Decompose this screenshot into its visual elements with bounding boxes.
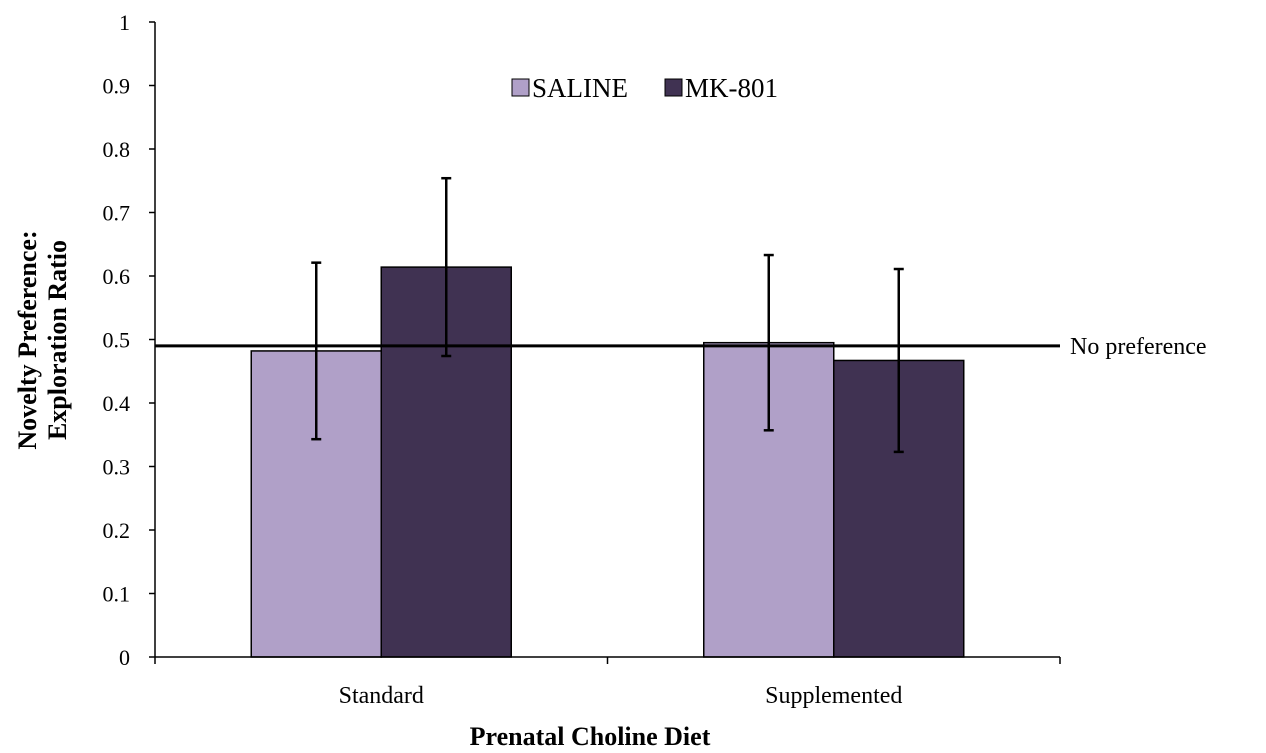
y-axis-title: Novelty Preference: Exploration Ratio (13, 230, 72, 449)
y-axis-title-line-2: Exploration Ratio (43, 240, 72, 440)
y-axis-title-line-1: Novelty Preference: (13, 230, 42, 449)
error-bar-mk-801-standard (441, 176, 452, 358)
y-tick-label: 0.3 (103, 455, 131, 480)
y-tick-label: 0.7 (103, 201, 131, 226)
y-tick-label: 0.5 (103, 328, 131, 353)
reference-line-label: No preference (1070, 334, 1207, 360)
y-tick-label: 0.8 (103, 137, 131, 162)
x-tick-label-standard: Standard (339, 683, 424, 709)
x-tick-label-supplemented: Supplemented (765, 683, 902, 709)
error-bar-saline-supplemented (763, 253, 774, 432)
legend-swatch-saline (511, 78, 530, 97)
y-tick-label: 0.1 (103, 582, 131, 607)
y-tick-label: 0 (119, 645, 130, 670)
legend-swatch-mk-801 (664, 78, 683, 97)
x-axis-title: Prenatal Choline Diet (470, 722, 711, 751)
y-tick-label: 1 (119, 10, 130, 35)
legend-label-saline: SALINE (532, 73, 628, 103)
y-tick-label: 0.9 (103, 74, 131, 99)
y-tick-label: 0.2 (103, 518, 131, 543)
legend: SALINE MK-801 (511, 73, 778, 103)
error-bar-saline-standard (311, 261, 322, 441)
error-bar-mk-801-supplemented (893, 267, 904, 454)
y-tick-label: 0.6 (103, 264, 131, 289)
legend-label-mk-801: MK-801 (685, 73, 778, 103)
plot-area: No preference 0 0.1 0.2 0.3 0.4 0.5 0.6 0.7 0.8 0.… (103, 10, 1207, 709)
y-tick-label: 0.4 (103, 391, 131, 416)
